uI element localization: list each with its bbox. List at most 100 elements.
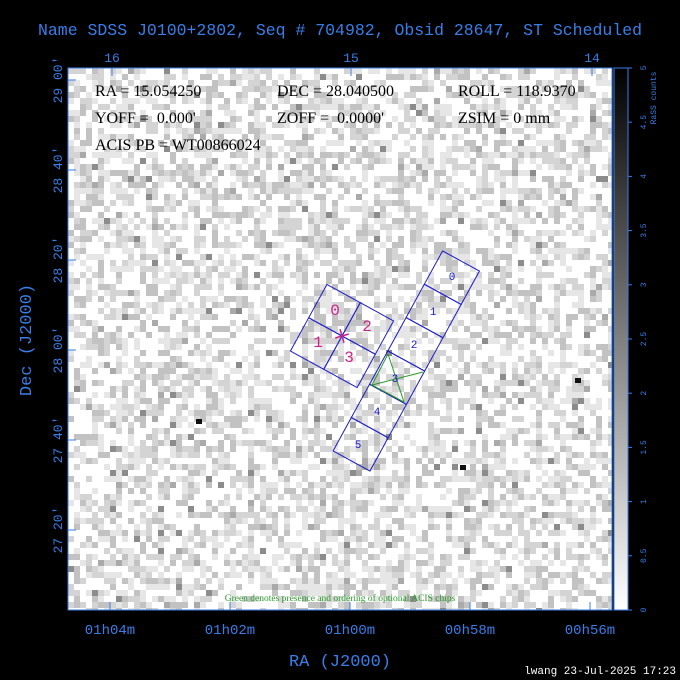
pixel [86,74,92,80]
pixel [248,428,254,434]
pixel [128,404,134,410]
pixel [572,452,578,458]
pixel [560,230,566,236]
pixel [188,590,194,596]
pixel [74,518,80,524]
pixel [386,566,392,572]
pixel [80,500,86,506]
pixel [368,554,374,560]
pixel [560,104,566,110]
pixel [248,326,254,332]
pixel [176,248,182,254]
pixel [392,266,398,272]
pixel [416,446,422,452]
pixel [290,362,296,368]
pixel [608,458,612,464]
pixel [236,416,242,422]
pixel [272,266,278,272]
pixel [566,200,572,206]
pixel [374,566,380,572]
pixel [296,254,302,260]
pixel [98,194,104,200]
pixel [596,344,602,350]
pixel [416,110,422,116]
pixel [518,518,524,524]
pixel [92,272,98,278]
pixel [368,278,374,284]
pixel [134,224,140,230]
pixel [146,506,152,512]
pixel [224,104,230,110]
pixel [398,236,404,242]
pixel [248,542,254,548]
pixel [560,482,566,488]
pixel [206,476,212,482]
pixel [488,296,494,302]
pixel [176,578,182,584]
pixel [158,248,164,254]
pixel [188,98,194,104]
pixel [110,578,116,584]
pixel [536,410,542,416]
pixel [152,362,158,368]
pixel [542,338,548,344]
pixel [218,578,224,584]
pixel [98,182,104,188]
pixel [464,578,470,584]
pixel [92,608,98,610]
pixel [440,596,446,602]
pixel [134,356,140,362]
pixel [290,488,296,494]
pixel [200,314,206,320]
pixel [338,98,344,104]
pixel [332,242,338,248]
pixel [362,104,368,110]
pixel [428,140,434,146]
pixel [356,380,362,386]
pixel [200,218,206,224]
pixel [452,380,458,386]
pixel [140,266,146,272]
pixel [500,284,506,290]
pixel [410,116,416,122]
pixel [290,236,296,242]
pixel [584,206,590,212]
pixel [146,290,152,296]
pixel [320,368,326,374]
pixel [110,386,116,392]
pixel [104,116,110,122]
pixel [560,368,566,374]
pixel [218,422,224,428]
pixel [302,590,308,596]
pixel [482,158,488,164]
pixel [362,188,368,194]
pixel [578,434,584,440]
pixel [266,314,272,320]
pixel [104,338,110,344]
pixel [206,392,212,398]
pixel [278,146,284,152]
pixel [416,242,422,248]
pixel [182,248,188,254]
pixel [182,374,188,380]
pixel [398,296,404,302]
pixel [470,260,476,266]
pixel [260,572,266,578]
pixel [314,254,320,260]
pixel [482,254,488,260]
pixel [416,314,422,320]
pixel [374,602,380,608]
pixel [608,80,612,86]
pixel [242,374,248,380]
pixel [224,362,230,368]
pixel [260,104,266,110]
pixel [224,224,230,230]
pixel [560,200,566,206]
pixel [314,356,320,362]
pixel [284,122,290,128]
pixel [98,284,104,290]
pixel [302,410,308,416]
pixel [404,104,410,110]
pixel [296,188,302,194]
pixel [362,506,368,512]
